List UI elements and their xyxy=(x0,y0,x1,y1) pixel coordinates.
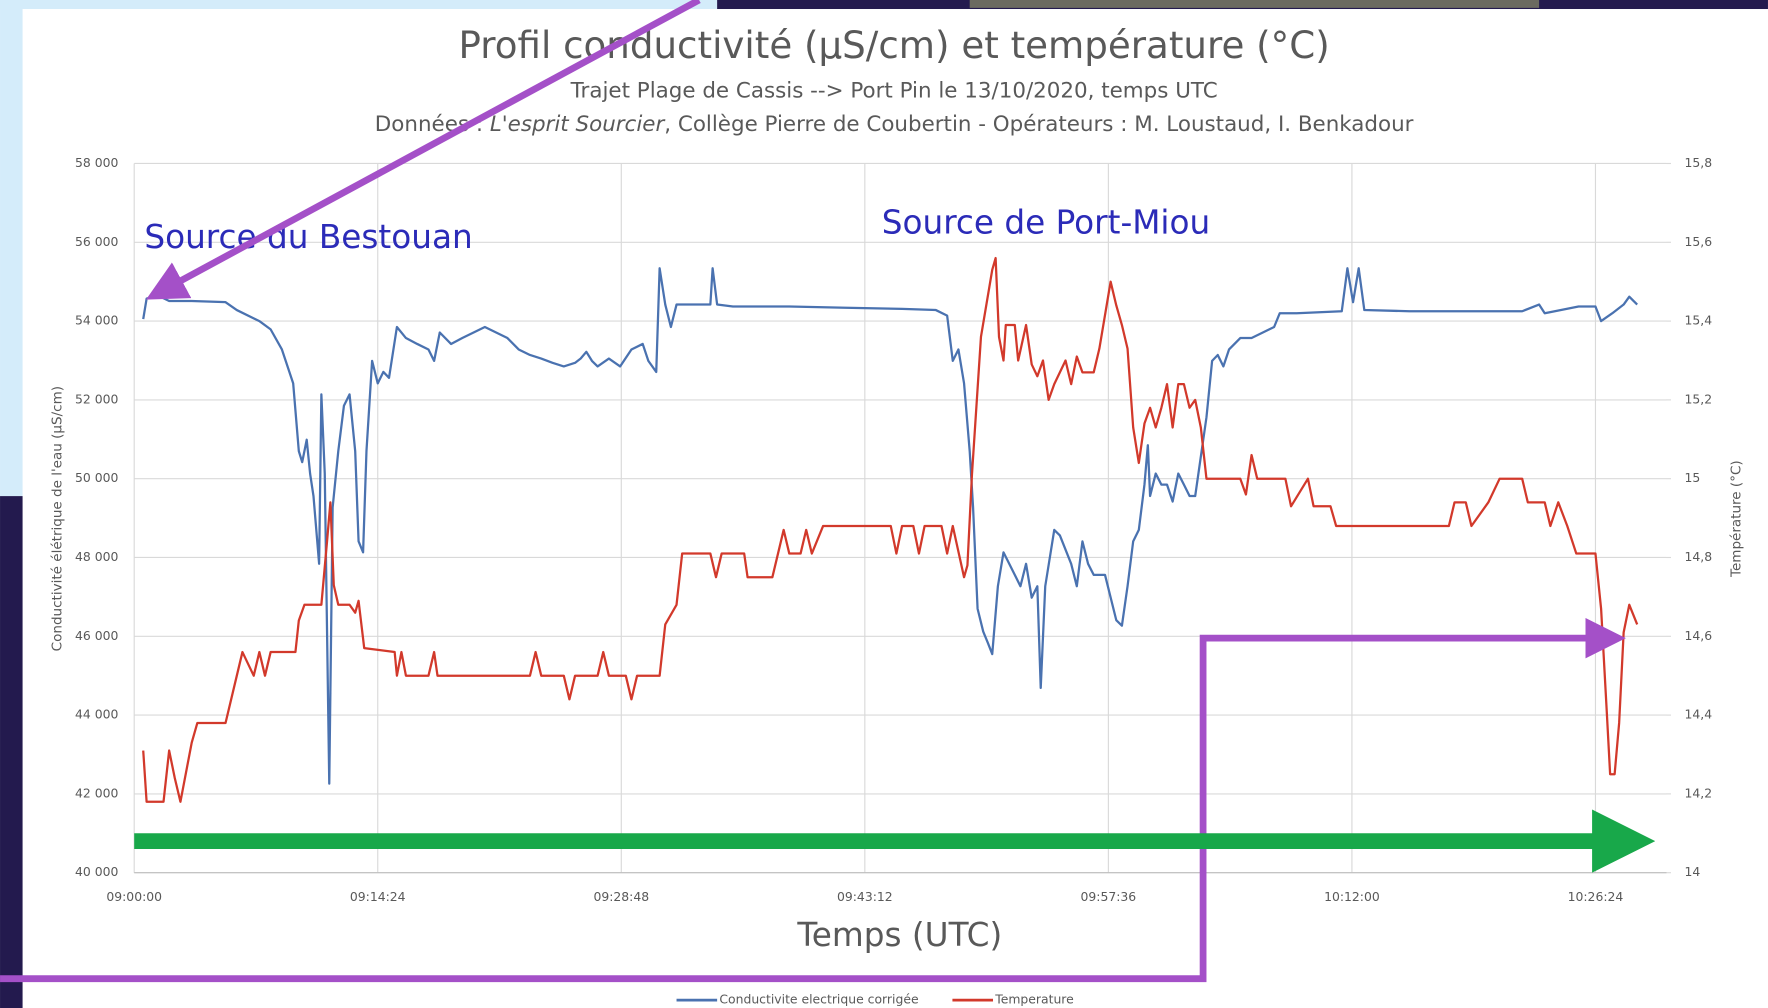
photo-strip xyxy=(970,0,1539,8)
y2-tick-label: 15,4 xyxy=(1685,313,1713,328)
slide: 40 000 42 000 44 000 46 000 48 000 50 000 52 0… xyxy=(0,0,1768,1008)
legend-label: Temperature xyxy=(994,992,1074,1007)
credit-part: L'esprit Sourcier xyxy=(490,112,666,137)
y-axis-title: Conductivité élétrique de l'eau (µS/cm) xyxy=(50,386,66,651)
x-tick-label: 10:12:00 xyxy=(1324,889,1380,904)
y2-tick-label: 15 xyxy=(1685,470,1701,485)
credit-part: , Collège Pierre de Coubertin - Opérateu… xyxy=(664,112,1413,137)
x-tick-label: 09:00:00 xyxy=(106,889,162,904)
chart-subtitle: Trajet Plage de Cassis --> Port Pin le 1… xyxy=(570,78,1218,103)
x-tick-label: 10:26:24 xyxy=(1568,889,1624,904)
y2-tick-label: 15,8 xyxy=(1685,155,1713,170)
x-tick-label: 09:43:12 xyxy=(837,889,893,904)
y2-tick-label: 14,4 xyxy=(1685,707,1713,722)
annotation: Source de Port-Miou xyxy=(882,203,1211,241)
y2-tick-label: 14,6 xyxy=(1685,628,1713,643)
slide-bg-light xyxy=(0,0,23,496)
y-tick-label: 50 000 xyxy=(75,470,118,485)
chart-credits: Données : L'esprit Sourcier, Collège Pie… xyxy=(375,112,1414,137)
y-tick-label: 48 000 xyxy=(75,549,118,564)
background xyxy=(0,0,1768,1008)
y-tick-label: 54 000 xyxy=(75,313,118,328)
y2-tick-label: 14,8 xyxy=(1685,549,1713,564)
x-tick-label: 09:57:36 xyxy=(1081,889,1137,904)
legend-label: Conductivite electrique corrigée xyxy=(719,992,918,1007)
x-axis-title: Temps (UTC) xyxy=(796,916,1002,954)
y2-tick-label: 14,2 xyxy=(1685,785,1713,800)
page: {"chart_data":{"type":"line", "title":"P… xyxy=(0,0,1768,1008)
y-tick-label: 52 000 xyxy=(75,391,118,406)
slide-bg-dark xyxy=(0,496,23,1008)
annotation: Source du Bestouan xyxy=(144,218,472,256)
y2-axis-title: Température (°C) xyxy=(1728,460,1744,578)
y2-tick-label: 15,2 xyxy=(1685,391,1713,406)
y-tick-label: 58 000 xyxy=(75,155,118,170)
x-tick-label: 09:14:24 xyxy=(350,889,406,904)
y-tick-label: 40 000 xyxy=(75,864,118,879)
x-tick-label: 09:28:48 xyxy=(593,889,649,904)
y-tick-label: 46 000 xyxy=(75,628,118,643)
slide-bg-light xyxy=(0,0,717,9)
y-tick-label: 44 000 xyxy=(75,707,118,722)
y2-tick-label: 14 xyxy=(1685,864,1701,879)
y2-tick-label: 15,6 xyxy=(1685,234,1713,249)
y-tick-label: 56 000 xyxy=(75,234,118,249)
y-tick-label: 42 000 xyxy=(75,785,118,800)
